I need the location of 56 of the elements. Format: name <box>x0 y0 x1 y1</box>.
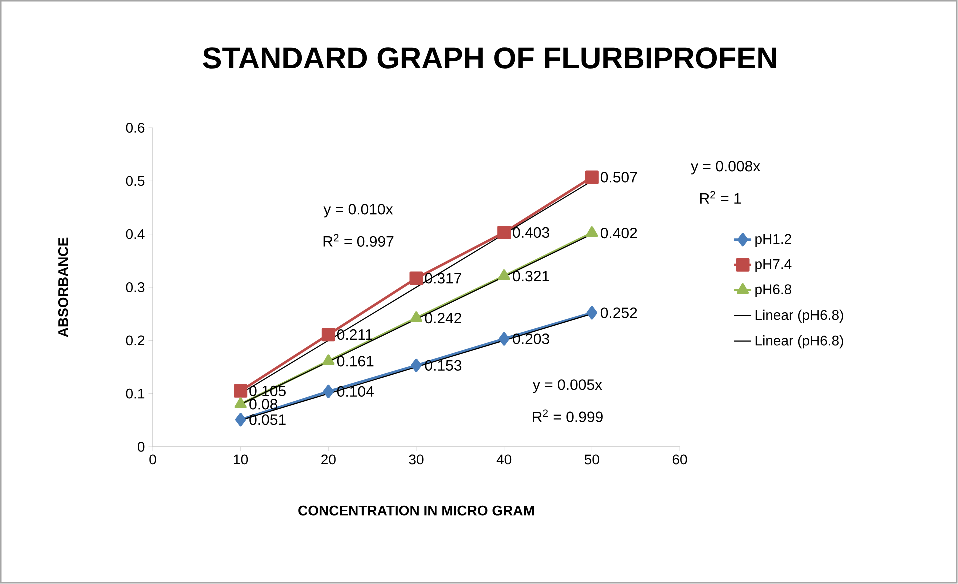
data-label: 0.153 <box>425 360 462 371</box>
point <box>323 384 334 398</box>
data-label: 0.161 <box>337 356 374 367</box>
x-tick-label: 60 <box>672 454 688 465</box>
legend-label: Linear (pH6.8) <box>756 310 844 323</box>
y-tick-label: 0.1 <box>126 388 145 399</box>
data-label: 0.211 <box>337 330 373 340</box>
point <box>322 328 336 342</box>
data-label: 0.403 <box>513 227 550 238</box>
data-label: 0.104 <box>337 386 374 398</box>
x-tick-label: 20 <box>322 454 336 465</box>
annotation: y = 0.010x <box>324 204 394 218</box>
point <box>586 306 598 320</box>
chart-title: STANDARD GRAPH OF FLURBIPROFEN <box>203 48 776 69</box>
point <box>410 312 423 322</box>
point <box>322 354 335 366</box>
x-tick-label: 50 <box>584 454 600 465</box>
annotation: R$^{2}$ = 0.999 <box>533 410 603 422</box>
point <box>234 384 248 398</box>
text: R$^{2}$ = 1 <box>700 191 742 204</box>
point <box>498 270 510 280</box>
x-tick-label: 10 <box>234 454 248 465</box>
annotation: R$^{2}$ = 0.997 <box>324 234 394 247</box>
y-tick-label: 0 <box>138 442 145 452</box>
point <box>498 332 510 346</box>
x-axis-title: CONCENTRATION IN MICRO GRAM <box>298 506 534 516</box>
data-label: 0.321 <box>513 271 550 282</box>
point <box>411 358 422 372</box>
y-tick-label: 0.5 <box>126 176 145 186</box>
y-tick-label: 0.4 <box>126 229 145 240</box>
data-label: 0.08 <box>250 399 278 410</box>
legend-label: Linear (pH6.8) <box>756 336 844 349</box>
data-label: 0.203 <box>513 334 550 344</box>
data-label: 0.051 <box>250 414 286 426</box>
x-tick-label: 30 <box>409 454 424 465</box>
annotation: y = 0.005x <box>532 380 602 394</box>
x-tick-label: 40 <box>496 454 512 465</box>
data-label: 0.507 <box>600 172 638 183</box>
legend-label: pH6.8 <box>756 284 792 298</box>
data-label: 0.242 <box>425 313 462 324</box>
legend-label: pH1.2 <box>756 234 792 247</box>
y-tick-label: 0.2 <box>126 336 145 346</box>
point <box>410 272 424 286</box>
y-tick-label: 0.6 <box>126 123 145 133</box>
point <box>235 413 246 427</box>
y-axis-title: ABSORBANCE <box>58 238 68 338</box>
point <box>586 226 598 238</box>
point <box>498 226 512 240</box>
legend-label: pH7.4 <box>756 260 792 272</box>
data-label: 0.402 <box>600 228 638 239</box>
x-tick-label: 0 <box>150 454 156 465</box>
text: y = 0.008x <box>691 161 760 175</box>
y-tick-label: 0.3 <box>126 282 145 292</box>
data-label: 0.252 <box>600 308 638 318</box>
point <box>234 398 247 408</box>
point <box>585 170 599 184</box>
